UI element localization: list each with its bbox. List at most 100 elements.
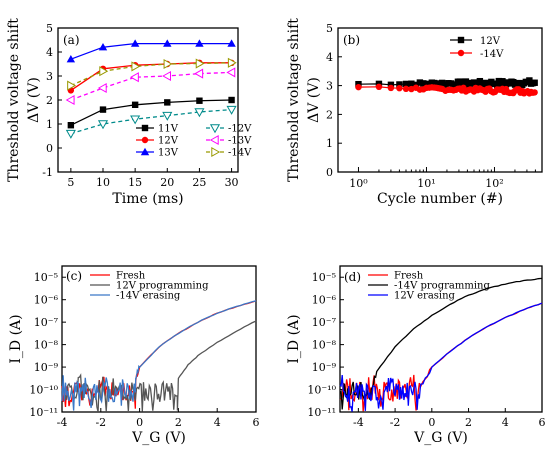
panel-c-x-tick-label: 2 <box>175 416 182 429</box>
panel-b-data-point <box>387 84 395 92</box>
panel-b-label: (b) <box>343 33 360 47</box>
legend-label: -14V programming <box>394 281 490 292</box>
panel-c-y-tick-label: 10⁻¹¹ <box>29 406 58 419</box>
panel-c-plot-area <box>61 265 257 413</box>
panel-b-data-point <box>474 81 482 88</box>
panel-a-y-tick-label: 0 <box>46 142 53 155</box>
panel-a-data-point <box>227 57 237 68</box>
panel-b-data-point <box>416 79 424 86</box>
panel-a-data-point <box>98 43 108 51</box>
panel-a-data-point <box>226 105 237 115</box>
legend-marker <box>457 49 465 57</box>
panel-a-x-tick-label: 30 <box>225 176 239 189</box>
panel-b-data-point <box>438 79 446 87</box>
panel-b: (b) 10⁰ 10¹ 10² 0 1 2 3 4 5 Cycle number (#) Thr… <box>286 18 543 207</box>
legend-label: -14V <box>228 148 252 159</box>
panel-b-y-axis-label: Threshold voltage shift <box>286 18 302 182</box>
panel-b-y-tick-label: 3 <box>326 80 333 93</box>
panel-a-y-tick-label: 3 <box>46 70 53 83</box>
panel-b-y-axis-label-2: ΔV (V) <box>306 77 322 123</box>
panel-d-x-tick-label: -4 <box>353 416 364 429</box>
panel-d-y-tick-label: 10⁻¹¹ <box>307 406 336 419</box>
panel-a-y-tick-label: -1 <box>42 166 53 179</box>
panel-d-x-tick-label: 0 <box>428 416 435 429</box>
panel-b-x-tick-label: 10⁰ <box>349 177 368 190</box>
panel-a-data-point <box>226 67 236 78</box>
panel-c-y-tick-label: 10⁻⁶ <box>34 294 59 307</box>
panel-a-data-point <box>163 58 173 70</box>
panel-d-series-line <box>339 302 543 412</box>
panel-a-y-tick-label: 1 <box>46 118 53 131</box>
panel-d-x-axis-label: V_G (V) <box>413 430 468 446</box>
panel-c-y-tick-label: 10⁻¹⁰ <box>29 384 58 397</box>
panel-b-data-point <box>531 79 538 86</box>
panel-d-y-tick-label: 10⁻⁶ <box>312 294 337 307</box>
panel-d-plot-area <box>339 265 543 413</box>
panel-c: (c) -4 -2 0 2 4 6 10⁻¹¹ 10⁻¹⁰ 10⁻⁹ 10⁻⁸ 10⁻⁷ 10⁻⁶ 10… <box>8 265 260 446</box>
panel-b-y-tick-label: 4 <box>326 51 333 64</box>
panel-b-y-tick-label: 1 <box>326 137 333 150</box>
panel-d-series-line <box>339 277 543 410</box>
panel-b-data-point <box>375 83 383 91</box>
panel-a-x-tick-label: 25 <box>192 176 206 189</box>
legend-label: 11V <box>158 124 179 135</box>
legend-label: 12V <box>158 136 179 147</box>
panel-a-data-point <box>97 82 107 94</box>
panel-c-y-axis-label: I_D (A) <box>8 314 24 363</box>
panel-a-series-line <box>70 71 232 101</box>
legend-label: Fresh <box>116 271 146 282</box>
panel-a-data-point <box>66 55 76 63</box>
legend-label: -14V erasing <box>116 291 181 302</box>
legend-marker <box>211 146 221 158</box>
panel-c-x-axis-label: V_G (V) <box>131 430 186 446</box>
panel-a-data-point <box>194 108 205 118</box>
legend-label: Fresh <box>394 271 424 282</box>
panel-b-x-tick-label: 10¹ <box>417 177 435 190</box>
panel-c-y-tick-label: 10⁻⁹ <box>34 361 59 374</box>
panel-a-data-point <box>65 94 75 106</box>
panel-a-data-point <box>67 122 75 129</box>
panel-c-x-tick-label: 6 <box>253 416 260 429</box>
legend-label: -12V <box>228 124 252 135</box>
panel-b-legend: 12V -14V <box>450 36 504 60</box>
panel-d-y-tick-label: 10⁻⁷ <box>312 316 337 329</box>
legend-marker <box>209 124 221 134</box>
panel-a-data-point <box>131 101 139 108</box>
panel-b-data-point <box>396 81 403 88</box>
panel-b-x-axis-label: Cycle number (#) <box>377 191 503 207</box>
panel-a-data-point <box>164 99 171 106</box>
panel-a-data-point <box>97 120 109 130</box>
panel-b-x-tick-label: 10² <box>485 177 503 190</box>
panel-d-y-tick-label: 10⁻⁹ <box>312 361 337 374</box>
panel-a-x-axis-label: Time (ms) <box>112 191 183 207</box>
panel-a-x-tick-label: 15 <box>128 176 142 189</box>
legend-label: 12V <box>480 36 501 47</box>
panel-d-x-tick-label: -2 <box>390 416 401 429</box>
legend-marker <box>140 147 150 156</box>
panel-d-label: (d) <box>344 270 361 284</box>
panel-c-x-tick-label: 0 <box>136 416 143 429</box>
panel-a-data-point <box>130 39 140 47</box>
panel-a-data-point <box>65 129 76 139</box>
legend-marker <box>209 134 219 146</box>
panel-d-y-axis-label: I_D (A) <box>286 314 302 363</box>
panel-b-data-point <box>355 83 362 91</box>
panel-d-y-tick-label: 10⁻⁸ <box>312 339 337 352</box>
panel-a-data-point <box>162 70 171 82</box>
panel-a-data-point <box>195 39 204 47</box>
legend-label: -13V <box>228 136 252 147</box>
panel-c-y-tick-label: 10⁻⁷ <box>34 316 59 329</box>
panel-a-x-tick-label: 5 <box>67 176 74 189</box>
panel-a-series-line <box>70 62 232 91</box>
panel-a-x-tick-label: 10 <box>96 176 110 189</box>
panel-a: (a) 5 10 15 20 25 30 -1 0 1 2 3 4 5 Time (ms) Thresh… <box>6 18 252 207</box>
panel-a-data-point <box>67 80 77 91</box>
panel-a-y-tick-label: 5 <box>46 22 53 35</box>
panel-a-series-line <box>70 62 232 87</box>
panel-a-data-point <box>99 106 107 113</box>
panel-b-data-point <box>408 80 415 87</box>
panel-c-series-line <box>61 300 257 411</box>
